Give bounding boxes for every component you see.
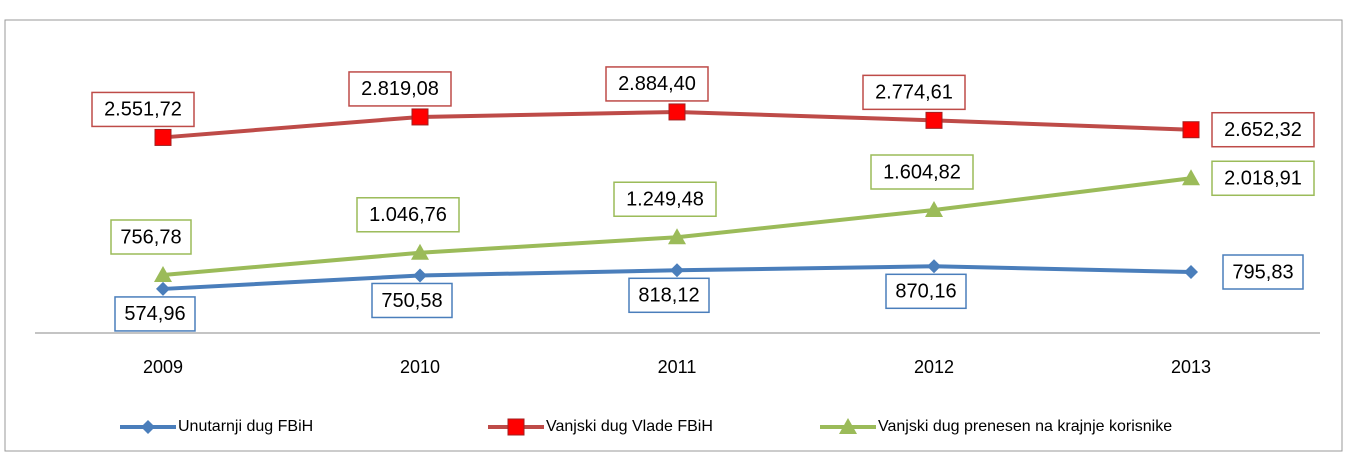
data-label: 2.652,32	[1224, 119, 1302, 141]
data-label: 2.018,91	[1224, 168, 1302, 190]
label-box	[628, 277, 710, 314]
data-label: 818,12	[638, 285, 699, 307]
data-label: 2.884,40	[618, 73, 696, 95]
marker	[411, 108, 429, 126]
label-box	[1222, 254, 1304, 290]
label-box	[613, 181, 717, 217]
label-box	[1211, 111, 1315, 148]
data-label: 1.046,76	[369, 204, 447, 226]
marker	[1182, 169, 1200, 186]
marker	[668, 228, 686, 245]
marker	[413, 268, 427, 283]
data-label: 795,83	[1232, 261, 1293, 283]
label-box	[885, 273, 967, 310]
x-tick-label: 2009	[143, 357, 183, 377]
label-box	[110, 219, 192, 255]
data-label: 870,16	[895, 281, 956, 303]
label-box	[862, 74, 966, 111]
marker	[839, 418, 857, 434]
marker	[925, 111, 943, 129]
legend-label: Vanjski dug prenesen na krajnje korisnik…	[878, 418, 1172, 435]
marker	[668, 103, 686, 121]
legend-label: Unutarnji dug FBiH	[178, 418, 313, 435]
data-label: 750,58	[381, 290, 442, 312]
label-box	[371, 282, 453, 319]
data-label: 756,78	[120, 226, 181, 248]
marker	[1184, 265, 1198, 280]
x-tick-label: 2010	[400, 357, 440, 377]
label-box	[91, 91, 195, 128]
data-label: 2.774,61	[875, 82, 953, 104]
label-box	[114, 296, 196, 332]
legend-label: Vanjski dug Vlade FBiH	[546, 418, 713, 435]
marker	[507, 418, 525, 436]
data-label: 2.551,72	[104, 99, 182, 121]
label-box	[1211, 160, 1315, 197]
marker	[670, 263, 684, 278]
x-tick-label: 2013	[1171, 357, 1211, 377]
marker	[927, 259, 941, 274]
label-box	[870, 154, 974, 190]
data-label: 1.604,82	[883, 161, 961, 183]
marker	[925, 201, 943, 218]
data-label: 574,96	[124, 303, 185, 325]
label-box	[605, 66, 709, 102]
label-box	[356, 197, 460, 233]
data-label: 2.819,08	[361, 78, 439, 100]
label-box	[348, 71, 452, 107]
marker	[156, 281, 170, 296]
marker	[154, 128, 172, 146]
marker	[141, 420, 155, 434]
marker	[154, 266, 172, 283]
marker	[411, 243, 429, 260]
x-tick-label: 2012	[914, 357, 954, 377]
marker	[1182, 121, 1200, 139]
data-label: 1.249,48	[626, 189, 704, 211]
x-tick-label: 2011	[658, 357, 697, 377]
